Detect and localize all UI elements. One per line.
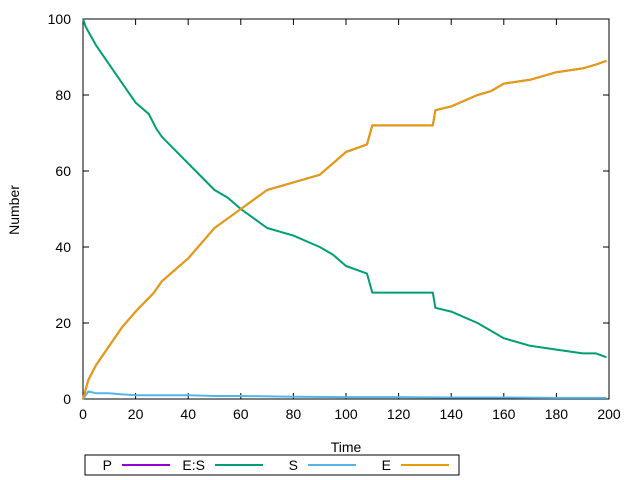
x-tick-label: 0 bbox=[79, 406, 87, 422]
legend-label: P bbox=[103, 457, 112, 473]
legend: P E:S S E bbox=[84, 454, 460, 476]
series-line-e bbox=[82, 59, 607, 400]
x-tick-label: 20 bbox=[128, 406, 144, 422]
series-group bbox=[82, 18, 607, 400]
y-tick-label: 0 bbox=[63, 391, 71, 407]
legend-label: E bbox=[382, 457, 391, 473]
x-tick-label: 180 bbox=[545, 406, 569, 422]
y-ticks: 0 20 40 60 80 100 bbox=[48, 11, 609, 407]
y-tick-label: 100 bbox=[48, 11, 72, 27]
x-tick-label: 140 bbox=[440, 406, 464, 422]
y-tick-label: 60 bbox=[55, 163, 71, 179]
x-axis-label: Time bbox=[331, 439, 362, 455]
legend-box bbox=[84, 454, 460, 476]
x-tick-label: 60 bbox=[233, 406, 249, 422]
legend-label: E:S bbox=[182, 457, 205, 473]
x-tick-label: 40 bbox=[180, 406, 196, 422]
x-tick-label: 80 bbox=[286, 406, 302, 422]
y-axis-label: Number bbox=[6, 185, 22, 235]
y-tick-label: 20 bbox=[55, 315, 71, 331]
y-tick-label: 40 bbox=[55, 239, 71, 255]
series-line-e-s bbox=[82, 18, 607, 359]
plot-frame bbox=[82, 18, 610, 400]
x-tick-label: 120 bbox=[387, 406, 411, 422]
x-ticks: 0 20 40 60 80 100 120 140 160 180 200 bbox=[79, 19, 621, 422]
x-tick-label: 200 bbox=[597, 406, 621, 422]
x-tick-label: 100 bbox=[334, 406, 358, 422]
y-tick-label: 80 bbox=[55, 87, 71, 103]
series-line-p bbox=[82, 59, 607, 400]
x-tick-label: 160 bbox=[492, 406, 516, 422]
series-line-s bbox=[82, 390, 607, 400]
legend-label: S bbox=[289, 457, 298, 473]
